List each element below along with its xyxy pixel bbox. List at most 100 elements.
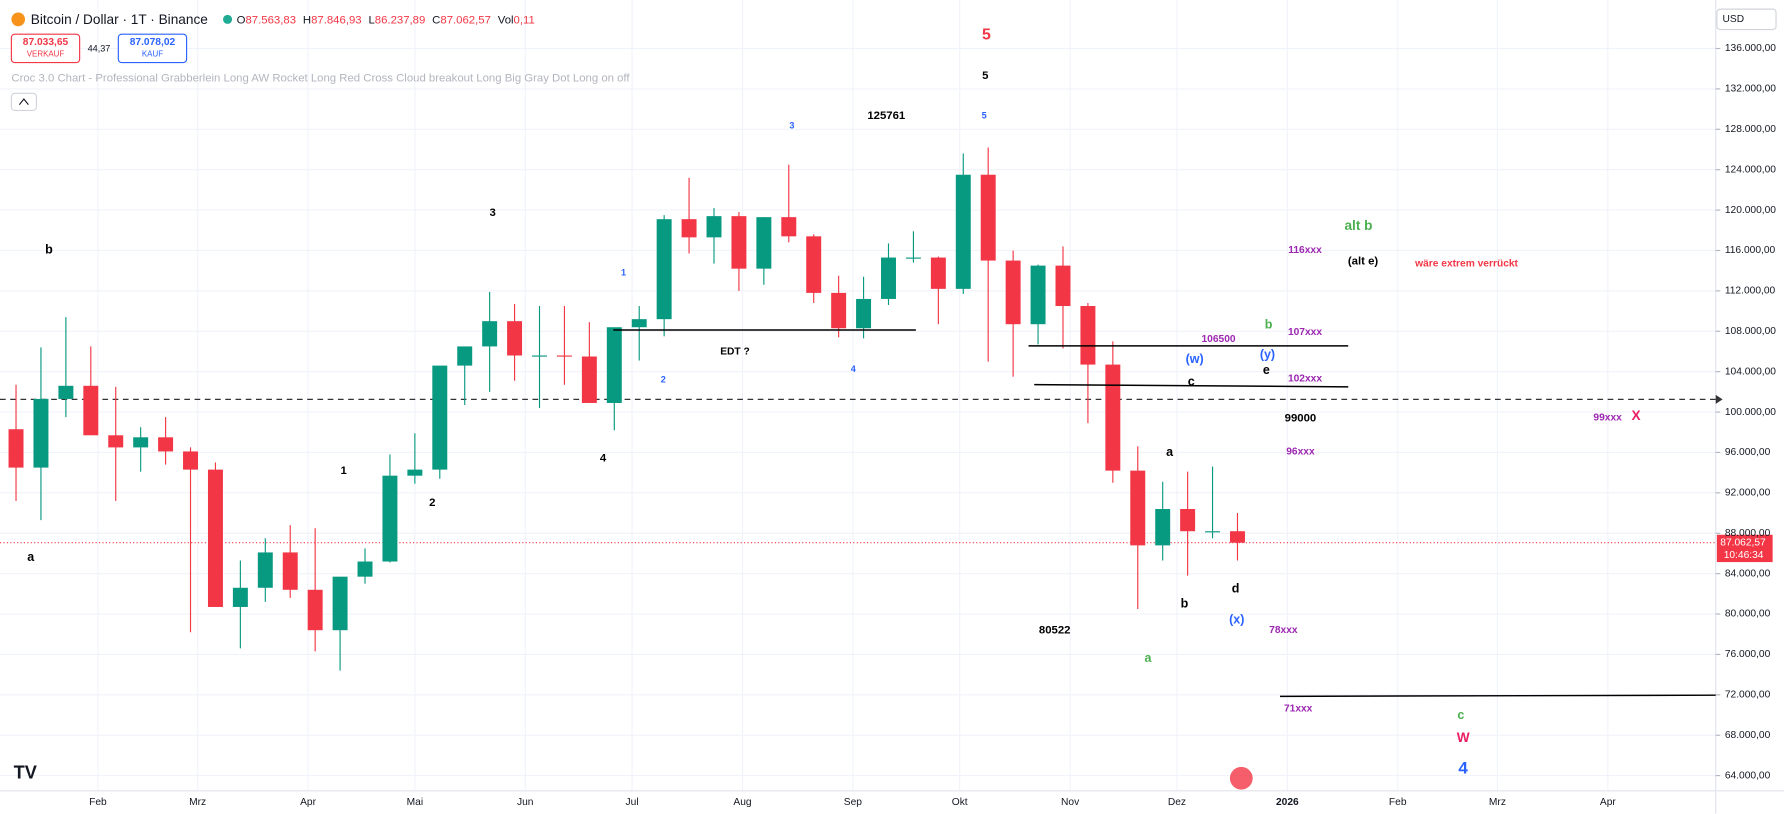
sell-button[interactable] [10, 33, 81, 64]
candle-body [631, 319, 647, 328]
spread: 44,37 [88, 43, 111, 53]
candle-body [33, 398, 49, 468]
y-tick-label: 96.000,00 [1725, 447, 1771, 458]
y-tick-label: 124.000,00 [1725, 164, 1776, 175]
y-tick-label: 84.000,00 [1725, 568, 1771, 579]
last-price-badge [1716, 534, 1773, 563]
annotation: 2 [429, 497, 435, 509]
candle-body [108, 435, 124, 448]
y-tick-label: 116.000,00 [1725, 245, 1776, 256]
sell-label: VERKAUF [27, 50, 65, 59]
tv-logo: TV [14, 763, 37, 783]
annotation: b [1265, 318, 1273, 332]
annotation: a [1145, 651, 1153, 665]
x-tick-label: Feb [89, 797, 107, 808]
ohlc-value: 0,11 [514, 15, 535, 27]
annotation: (w) [1186, 352, 1204, 366]
candle-body [556, 355, 572, 357]
x-tick-label: Jul [626, 797, 639, 808]
annotation: 4 [1458, 759, 1468, 778]
ohlc-values: O87.563,83 H87.846,93 L86.237,89 C87.062,57… [237, 15, 535, 27]
annotation: e [1263, 363, 1270, 377]
coin-icon [11, 12, 26, 27]
candle-body [1230, 531, 1245, 543]
candle-body [83, 385, 99, 436]
sell-price: 87.033,65 [23, 37, 69, 48]
collapse-button[interactable] [10, 92, 37, 111]
annotation: 5 [982, 110, 987, 120]
ray-arrow [1715, 394, 1723, 404]
candle-body [257, 552, 273, 588]
annotation: 1 [340, 465, 346, 477]
annotation: 4 [851, 364, 857, 374]
x-tick-label: Sep [844, 797, 862, 808]
candle-body [731, 216, 747, 269]
annotation: 80522 [1039, 624, 1071, 636]
ohlc-key: O [237, 15, 246, 27]
annotation: 71xxx [1284, 704, 1313, 715]
annotation: 1 [621, 267, 626, 277]
annotation: 99xxx [1593, 412, 1622, 423]
y-tick-label: 108.000,00 [1725, 326, 1776, 337]
buy-button[interactable] [117, 33, 188, 64]
candle-body [183, 451, 198, 470]
candle-body [955, 174, 971, 289]
candle-body [881, 257, 896, 299]
event-icon[interactable] [1229, 766, 1253, 790]
status-dot [223, 14, 233, 24]
annotation: (y) [1260, 347, 1275, 361]
x-tick-label: Mrz [189, 797, 206, 808]
x-tick-label: Nov [1061, 797, 1080, 808]
x-tick-label: Apr [1600, 797, 1616, 808]
y-tick-label: 104.000,00 [1725, 366, 1776, 377]
x-tick-label: Aug [733, 797, 751, 808]
currency: USD [1723, 14, 1745, 25]
ohlc-key: C [432, 15, 440, 27]
candle-body [756, 217, 772, 269]
annotation: (alt e) [1348, 256, 1379, 268]
ohlc-key: Vol [498, 15, 514, 27]
ohlc-value: 86.237,89 [375, 15, 426, 27]
candle-body [905, 257, 921, 259]
x-tick-label: Dez [1168, 797, 1186, 808]
candle-body [930, 257, 946, 289]
grid [0, 0, 1716, 791]
annotation: EDT ? [720, 346, 750, 357]
candle-body [133, 437, 149, 448]
indicator-legend: Croc 3.0 Chart - Professional Grabberlei… [11, 73, 630, 85]
y-tick-label: 64.000,00 [1725, 770, 1771, 781]
candle-body [158, 437, 174, 452]
last-price-label: 87.062,57 [1720, 537, 1766, 548]
ohlc-value: 87.846,93 [311, 15, 362, 27]
annotation: W [1457, 730, 1470, 745]
annotation: 4 [600, 453, 607, 465]
annotation: 102xxx [1288, 374, 1322, 385]
candle-body [1155, 509, 1171, 546]
y-tick-label: 132.000,00 [1725, 84, 1776, 95]
candle-body [1180, 509, 1196, 532]
annotations: 5 5 5 125761 3 3 b 1 2 4 EDT ? 4 1 2 a alt b 116xxx (alt … [27, 26, 1640, 777]
y-tick-label: 72.000,00 [1725, 690, 1771, 701]
candle-body [382, 475, 398, 562]
y-tick-label: 92.000,00 [1725, 488, 1771, 499]
x-tick-label: 2026 [1276, 797, 1299, 808]
annotation: 125761 [867, 110, 905, 122]
candle-body [1030, 265, 1046, 325]
currency-button[interactable] [1716, 8, 1777, 31]
candle-body [1130, 470, 1146, 546]
annotation: 78xxx [1269, 625, 1298, 636]
x-tick-label: Mai [407, 797, 423, 808]
candle-body [407, 469, 423, 476]
candle-body [1205, 531, 1221, 533]
y-tick-label: 68.000,00 [1725, 730, 1771, 741]
annotation: 96xxx [1286, 446, 1315, 457]
candle-body [207, 469, 223, 607]
annotation: 3 [789, 121, 794, 131]
candle-body [1055, 265, 1071, 307]
candle-body [457, 346, 473, 366]
y-tick-label: 88.000,00 [1725, 528, 1771, 539]
candle-body [282, 552, 298, 590]
annotation: a [27, 550, 35, 564]
y-tick-label: 128.000,00 [1725, 124, 1776, 135]
